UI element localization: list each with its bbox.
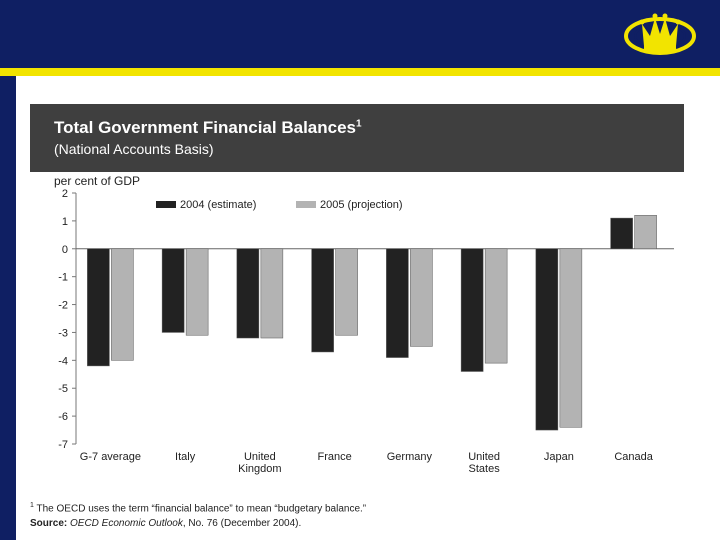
bar — [386, 248, 409, 358]
y-tick-label: -3 — [58, 327, 68, 339]
footnote-marker: 1 — [30, 502, 34, 509]
bar — [161, 248, 185, 333]
chart-panel: Total Government Financial Balances1 (Na… — [30, 104, 684, 536]
white-band — [0, 76, 720, 96]
chart-title: Total Government Financial Balances1 — [54, 118, 362, 138]
bar — [311, 248, 334, 353]
bar — [335, 248, 358, 336]
x-tick-label: Germany — [387, 451, 433, 463]
chart-title-text: Total Government Financial Balances — [54, 118, 356, 137]
bar — [236, 248, 260, 339]
x-tick-label: Kingdom — [238, 463, 281, 475]
left-band — [0, 76, 16, 540]
bar — [185, 248, 209, 336]
y-tick-label: -2 — [58, 300, 68, 312]
chart-title-box: Total Government Financial Balances1 (Na… — [30, 104, 684, 172]
bar — [484, 248, 508, 364]
y-axis-label: per cent of GDP — [54, 174, 140, 188]
top-banner — [0, 0, 720, 68]
legend-label: 2004 (estimate) — [180, 199, 256, 211]
source-publication: OECD Economic Outlook — [70, 518, 183, 529]
y-tick-label: -4 — [58, 355, 68, 367]
source-line: Source: OECD Economic Outlook, No. 76 (D… — [30, 518, 680, 529]
bar — [610, 217, 633, 250]
footnote: 1 The OECD uses the term “financial bala… — [30, 502, 680, 514]
legend-swatch — [296, 201, 316, 208]
source-rest: , No. 76 (December 2004). — [182, 518, 302, 529]
title-superscript: 1 — [356, 118, 362, 130]
y-tick-label: -1 — [58, 272, 68, 284]
bar — [460, 248, 484, 372]
bar — [111, 248, 134, 361]
x-tick-label: G-7 average — [80, 451, 141, 463]
x-tick-label: United — [244, 451, 276, 463]
y-tick-label: -5 — [58, 383, 68, 395]
bar — [535, 248, 559, 431]
crown-logo-icon — [624, 13, 696, 55]
legend-label: 2005 (projection) — [320, 199, 403, 211]
y-tick-label: -6 — [58, 411, 68, 423]
y-tick-label: -7 — [58, 439, 68, 451]
bar — [410, 248, 433, 347]
yellow-stripe — [0, 68, 720, 76]
footnote-text: The OECD uses the term “financial balanc… — [36, 503, 367, 515]
y-tick-label: 0 — [62, 244, 68, 256]
source-label: Source: — [30, 518, 68, 529]
bar — [634, 215, 657, 250]
x-tick-label: States — [469, 463, 501, 475]
y-tick-label: 2 — [62, 188, 68, 200]
x-tick-label: Canada — [614, 451, 653, 463]
legend-swatch — [156, 201, 176, 208]
x-tick-label: Italy — [175, 451, 196, 463]
x-tick-label: United — [468, 451, 500, 463]
chart-subtitle: (National Accounts Basis) — [54, 141, 214, 157]
y-tick-label: 1 — [62, 216, 68, 228]
x-tick-label: Japan — [544, 451, 574, 463]
x-tick-label: France — [318, 451, 352, 463]
bar — [559, 248, 583, 428]
bar — [260, 248, 284, 339]
bar — [87, 248, 110, 367]
